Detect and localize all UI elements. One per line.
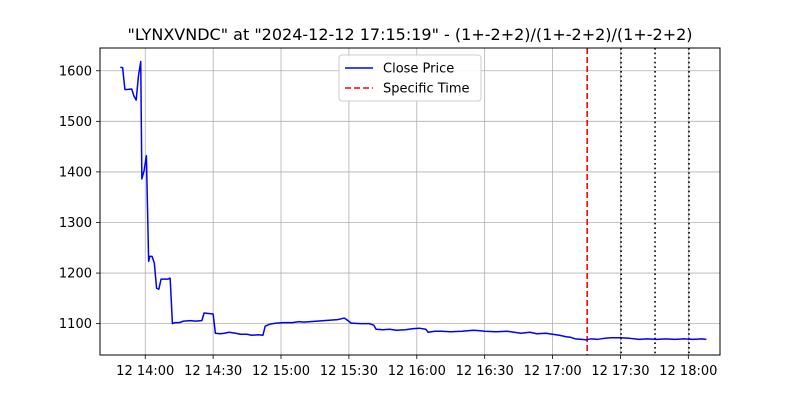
x-tick-label: 12 18:00 <box>659 364 717 379</box>
legend-box <box>338 54 482 102</box>
y-tick-label: 1600 <box>59 64 92 79</box>
x-tick-label: 12 17:30 <box>591 364 649 379</box>
grid <box>100 48 720 355</box>
plot-frame <box>99 47 721 356</box>
series-group <box>120 60 707 341</box>
y-tick-label: 1300 <box>59 216 92 231</box>
axis-ticks: 12 14:00 12 14:30 12 15:00 12 15:30 12 16:00… <box>59 64 717 379</box>
x-tick-label: 12 15:00 <box>252 364 310 379</box>
x-tick-label: 12 15:30 <box>320 364 378 379</box>
y-tick-label: 1400 <box>59 165 92 180</box>
legend-label: Close Price <box>383 62 454 77</box>
y-tick-label: 1200 <box>59 267 92 282</box>
legend: Close Price Specific Time <box>338 54 482 102</box>
x-tick-label: 12 14:00 <box>116 364 174 379</box>
x-tick-label: 12 16:00 <box>388 364 446 379</box>
x-tick-label: 12 16:30 <box>456 364 514 379</box>
x-tick-label: 12 14:30 <box>184 364 242 379</box>
x-tick-label: 12 17:00 <box>523 364 581 379</box>
series-line-0 <box>120 60 707 341</box>
y-tick-label: 1100 <box>59 317 92 332</box>
legend-label: Specific Time <box>383 82 470 97</box>
vertical-markers <box>586 48 690 355</box>
chart-title: "LYNXVNDC" at "2024-12-12 17:15:19" - (1… <box>127 25 692 44</box>
y-tick-label: 1500 <box>59 115 92 130</box>
